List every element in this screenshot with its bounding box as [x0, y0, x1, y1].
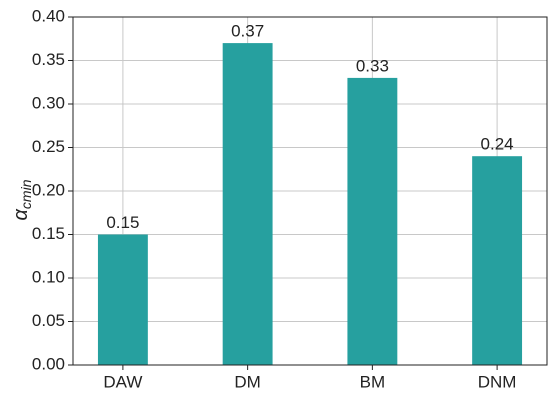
y-label-subscript: cmin — [18, 179, 34, 209]
y-tick-label: 0.00 — [32, 354, 65, 373]
data-label: 0.37 — [231, 22, 264, 41]
x-tick-label: DAW — [103, 372, 142, 391]
data-label: 0.15 — [106, 213, 139, 232]
y-tick-label: 0.10 — [32, 267, 65, 286]
x-tick-label: DNM — [478, 372, 517, 391]
y-axis-label: αcmin — [10, 179, 33, 220]
y-label-symbol: α — [10, 208, 32, 220]
data-label: 0.33 — [356, 56, 389, 75]
plot-frame — [72, 16, 548, 366]
data-label: 0.24 — [481, 135, 514, 154]
bar — [472, 156, 523, 365]
y-tick-label: 0.40 — [32, 6, 65, 25]
y-tick-label: 0.20 — [32, 180, 65, 199]
y-tick-label: 0.25 — [32, 137, 65, 156]
y-tick-label: 0.05 — [32, 311, 65, 330]
bar — [222, 43, 273, 365]
x-tick-label: BM — [360, 372, 386, 391]
x-tick-label: DM — [234, 372, 260, 391]
bar — [97, 234, 148, 365]
y-tick-label: 0.30 — [32, 93, 65, 112]
y-tick-label: 0.15 — [32, 224, 65, 243]
bar — [347, 77, 398, 366]
y-tick-label: 0.35 — [32, 50, 65, 69]
